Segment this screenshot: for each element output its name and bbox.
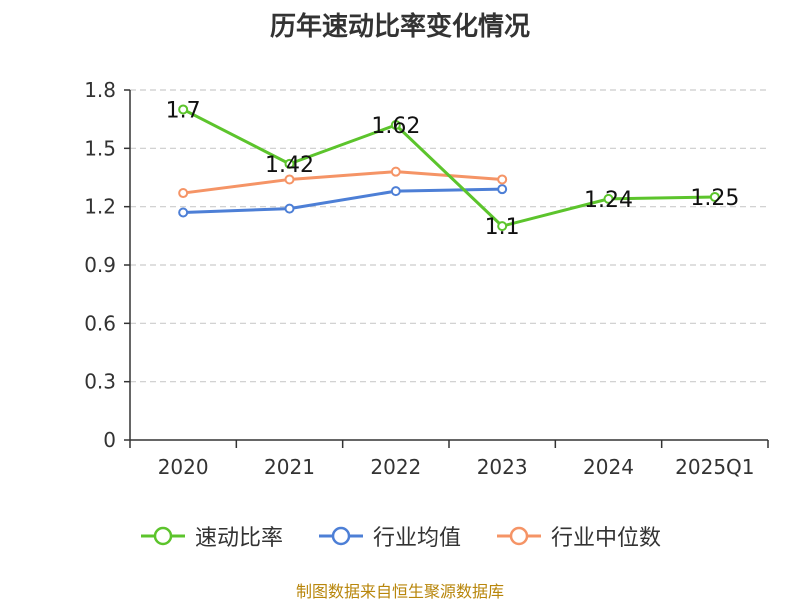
data-point — [284, 158, 295, 169]
data-point — [178, 188, 189, 199]
y-tick-label: 0.6 — [84, 311, 116, 335]
legend-marker-icon — [140, 526, 185, 546]
y-tick-label: 0.9 — [84, 253, 116, 277]
x-tick-label: 2022 — [370, 455, 421, 479]
data-point — [390, 186, 401, 197]
legend-marker-icon — [318, 526, 363, 546]
x-tick-label: 2023 — [477, 455, 528, 479]
y-tick-label: 1.5 — [84, 136, 116, 160]
legend-item[interactable]: 行业均值 — [317, 520, 461, 552]
data-point — [178, 104, 189, 115]
x-tick-label: 2025Q1 — [675, 455, 754, 479]
data-point — [709, 191, 720, 202]
data-label: 1.62 — [371, 114, 420, 139]
legend: 速动比率 行业均值 行业中位数 — [0, 520, 800, 552]
legend-marker-icon — [497, 526, 541, 546]
data-point — [497, 221, 508, 232]
data-point — [497, 174, 508, 185]
y-tick-label: 1.8 — [84, 78, 116, 102]
data-point — [390, 120, 401, 130]
data-point — [603, 193, 614, 204]
data-point — [284, 203, 295, 214]
data-label: 1.1 — [485, 215, 520, 240]
data-point — [497, 184, 508, 195]
data-label: 1.7 — [166, 98, 201, 123]
legend-item[interactable]: 速动比率 — [139, 520, 283, 552]
data-point — [284, 174, 295, 185]
data-label: 1.25 — [690, 186, 739, 211]
legend-label: 行业均值 — [372, 526, 461, 551]
series-line — [182, 108, 715, 228]
y-tick-label: 1.2 — [84, 195, 116, 219]
data-label: 1.42 — [265, 153, 314, 178]
data-point — [178, 207, 189, 218]
y-tick-label: 0 — [103, 428, 116, 452]
x-tick-label: 2021 — [264, 455, 315, 479]
x-tick-label: 2024 — [583, 455, 634, 479]
data-label: 1.24 — [584, 188, 633, 213]
chart-title: 历年速动比率变化情况 — [269, 12, 530, 42]
data-point — [390, 166, 401, 177]
legend-label: 速动比率 — [194, 526, 283, 551]
series-line — [183, 187, 503, 214]
x-tick-label: 2020 — [158, 455, 209, 479]
legend-item[interactable]: 行业中位数 — [495, 520, 661, 552]
y-tick-label: 0.3 — [84, 370, 116, 394]
legend-label: 行业中位数 — [551, 526, 662, 551]
source-note: 制图数据来自恒生聚源数据库 — [295, 582, 504, 601]
